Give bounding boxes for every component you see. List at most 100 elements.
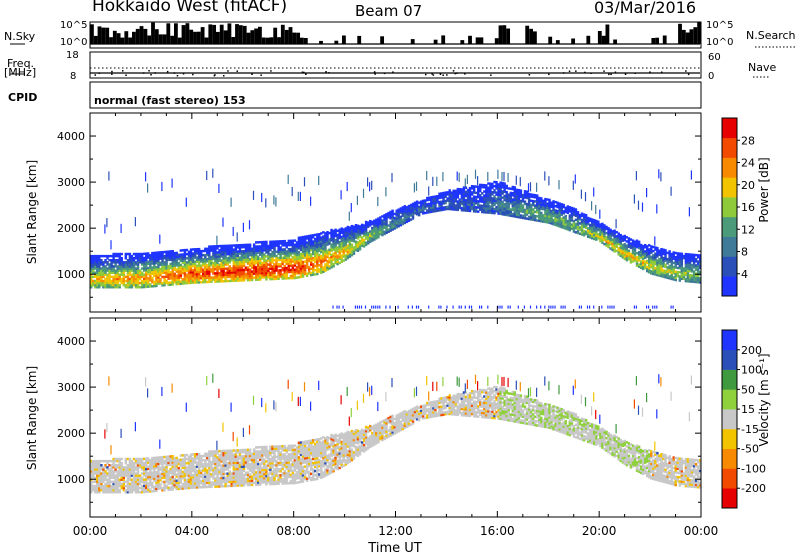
power-cell bbox=[538, 213, 541, 216]
power-cell bbox=[281, 244, 284, 247]
power-cell bbox=[328, 256, 331, 260]
power-cell bbox=[191, 281, 195, 284]
power-cell bbox=[169, 277, 172, 280]
velocity-cell bbox=[151, 456, 154, 460]
power-cell bbox=[593, 231, 596, 234]
power-cell bbox=[242, 268, 246, 272]
power-cell bbox=[183, 253, 187, 256]
power-cell bbox=[114, 252, 117, 256]
power-cell bbox=[128, 259, 132, 262]
power-cell bbox=[554, 213, 557, 216]
power-cell bbox=[261, 245, 264, 248]
power-cell bbox=[515, 196, 519, 200]
velocity-cell bbox=[102, 491, 105, 494]
velocity-cell bbox=[112, 476, 115, 479]
power-cell bbox=[422, 212, 425, 215]
power-cell bbox=[332, 246, 335, 249]
power-cell bbox=[248, 220, 251, 230]
velocity-cell bbox=[106, 484, 109, 488]
power-cell bbox=[204, 249, 207, 253]
power-cell bbox=[560, 223, 563, 227]
power-cell bbox=[699, 258, 702, 261]
power-cell bbox=[485, 188, 488, 191]
power-cell bbox=[126, 273, 130, 276]
velocity-cell bbox=[116, 486, 119, 490]
velocity-cell bbox=[124, 470, 128, 473]
power-cell bbox=[584, 226, 588, 229]
power-cell bbox=[163, 263, 166, 266]
power-cell bbox=[230, 275, 233, 278]
power-cell bbox=[336, 246, 339, 249]
velocity-cell bbox=[191, 461, 195, 464]
velocity-cell bbox=[106, 482, 109, 486]
power-cell bbox=[263, 253, 266, 256]
nsky-bar bbox=[193, 31, 197, 44]
power-cell bbox=[116, 275, 119, 279]
power-cell bbox=[440, 305, 442, 309]
nsky-bar bbox=[613, 39, 618, 44]
power-cell bbox=[513, 186, 517, 189]
power-cell bbox=[409, 208, 413, 211]
power-cell bbox=[257, 241, 260, 244]
power-cell bbox=[114, 263, 117, 266]
power-cell bbox=[558, 225, 561, 228]
power-cell bbox=[238, 271, 242, 274]
power-cell bbox=[259, 278, 262, 281]
power-cell bbox=[364, 305, 367, 309]
power-cell bbox=[432, 176, 434, 186]
power-cell bbox=[259, 241, 262, 244]
power-cell bbox=[132, 257, 136, 260]
power-cell bbox=[267, 273, 270, 277]
power-cell bbox=[173, 262, 176, 265]
power-cell bbox=[143, 279, 146, 283]
power-cell bbox=[322, 247, 325, 251]
power-cell bbox=[440, 194, 443, 197]
power-cell bbox=[336, 248, 339, 251]
velocity-cell bbox=[138, 474, 142, 477]
power-cell bbox=[540, 199, 543, 202]
power-cell bbox=[413, 201, 417, 205]
power-cell bbox=[263, 276, 266, 279]
velocity-cell bbox=[90, 484, 93, 488]
power-cell bbox=[271, 250, 274, 254]
power-cell bbox=[151, 256, 154, 259]
power-cell bbox=[493, 191, 496, 194]
power-cell bbox=[149, 264, 152, 267]
power-cell bbox=[299, 254, 303, 258]
power-cell bbox=[116, 269, 119, 272]
velocity-cell bbox=[106, 466, 109, 469]
power-cell bbox=[356, 237, 360, 240]
power-cell bbox=[118, 254, 121, 258]
power-cell bbox=[332, 254, 335, 258]
power-cell bbox=[668, 277, 671, 280]
power-cell bbox=[625, 256, 629, 260]
power-cell bbox=[185, 248, 189, 252]
power-cell bbox=[295, 245, 299, 248]
power-cell bbox=[242, 270, 246, 274]
power-cell bbox=[110, 275, 113, 279]
power-cell bbox=[204, 253, 207, 257]
power-cell bbox=[248, 276, 252, 280]
power-cell bbox=[149, 274, 152, 278]
power-cell bbox=[316, 254, 319, 257]
velocity-cell bbox=[171, 461, 174, 464]
power-cell bbox=[385, 223, 388, 226]
power-cell bbox=[668, 254, 671, 257]
power-cell bbox=[487, 198, 490, 202]
power-cell bbox=[344, 237, 348, 241]
velocity-cell bbox=[118, 480, 121, 484]
velocity-cell bbox=[124, 472, 128, 475]
power-cell bbox=[560, 305, 562, 309]
power-cell bbox=[517, 213, 521, 217]
power-cell bbox=[303, 235, 307, 238]
velocity-cell bbox=[145, 463, 148, 467]
nsky-bar bbox=[139, 26, 144, 44]
power-cell bbox=[208, 247, 211, 250]
power-cell bbox=[90, 277, 93, 281]
power-cell bbox=[462, 192, 466, 196]
velocity-cell bbox=[165, 486, 168, 490]
velocity-cell bbox=[126, 466, 130, 469]
velocity-cell bbox=[90, 478, 93, 481]
power-cell bbox=[572, 207, 576, 210]
velocity-cell bbox=[171, 467, 174, 470]
